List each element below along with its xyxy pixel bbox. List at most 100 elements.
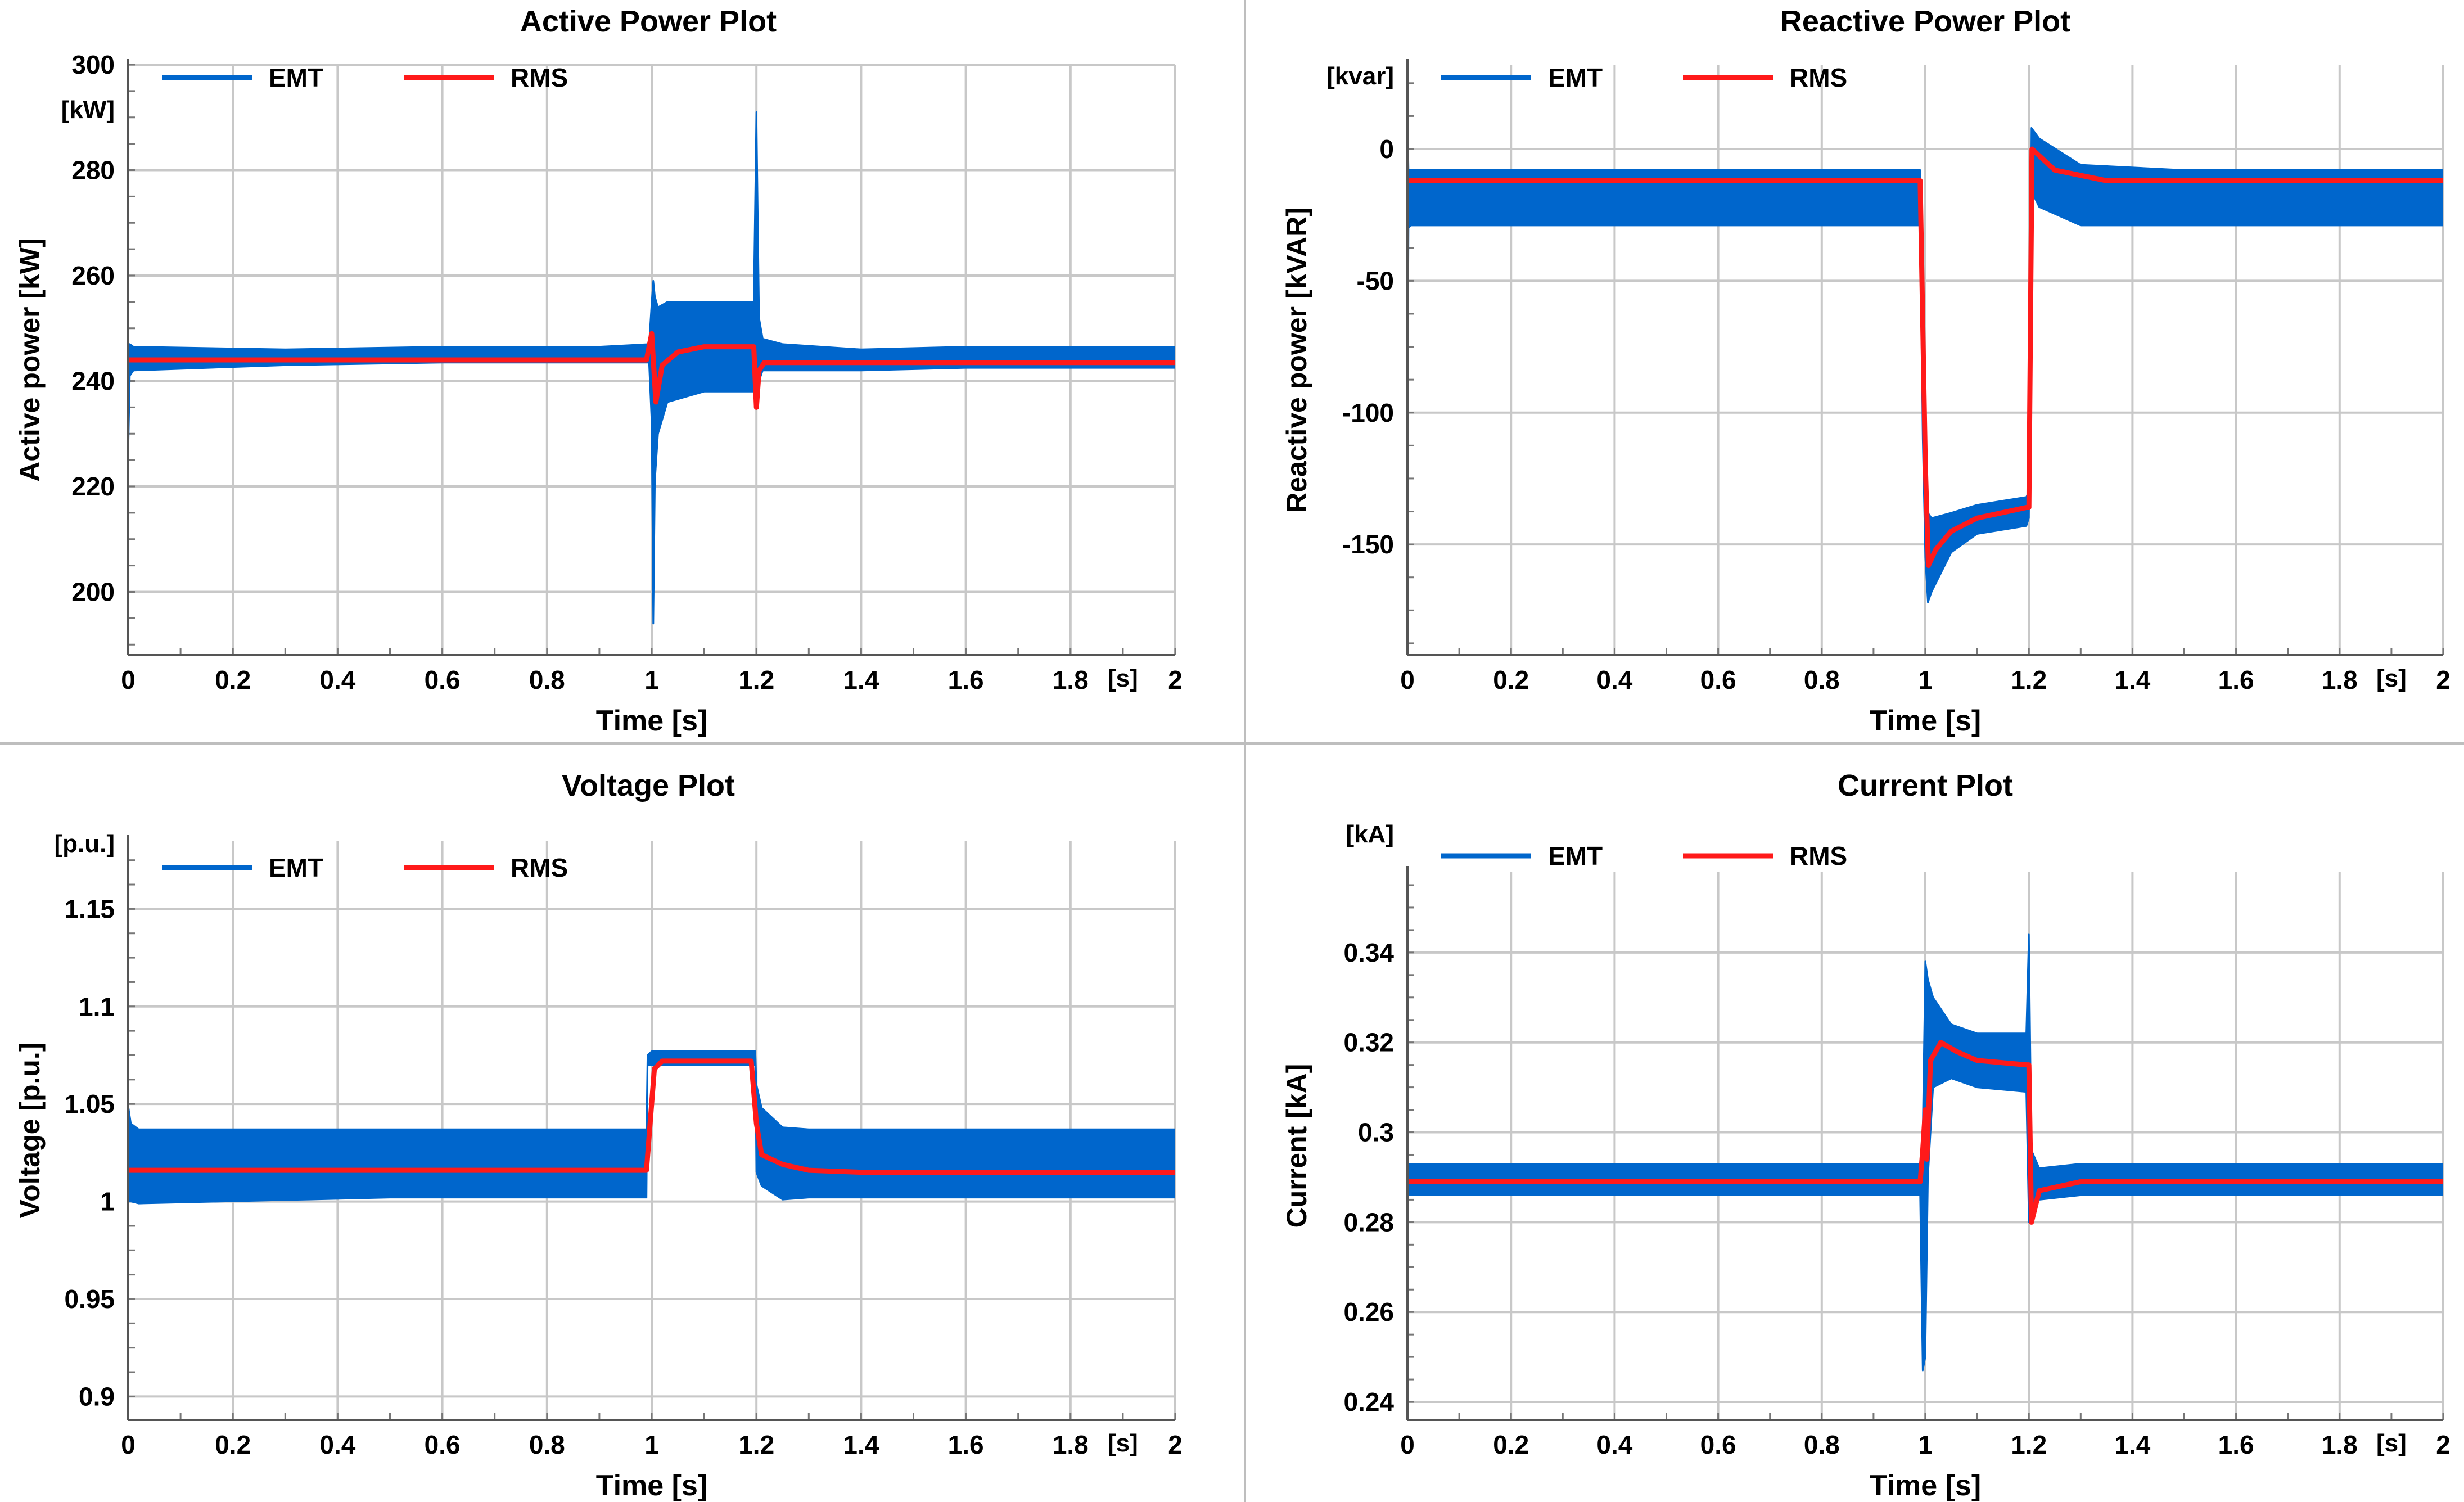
y-tick-label: -50	[1357, 266, 1394, 295]
legend-rms-label: RMS	[1790, 63, 1847, 92]
chart-panel-4: 0 0.2 0.4 0.6 0.8 1 1.2 1.4 1.6 1.8 2 [s] 0.24 0.26 0.…	[1281, 769, 2451, 1502]
y-axis-label: Voltage [p.u.]	[14, 1043, 46, 1219]
y-tick-label: 0.24	[1343, 1387, 1394, 1417]
x-unit-label: [s]	[1108, 665, 1138, 692]
x-tick-label: 1.6	[948, 1430, 984, 1459]
x-tick-label: 0.8	[529, 1430, 565, 1459]
x-tick-label: 1.8	[2322, 1430, 2358, 1459]
y-tick-label: 0.26	[1343, 1297, 1394, 1327]
y-tick-label: 240	[71, 367, 115, 396]
y-tick-label: 1.1	[79, 992, 115, 1021]
x-axis-label: Time [s]	[596, 1469, 707, 1502]
y-tick-label: 220	[71, 472, 115, 501]
x-tick-label: 1.6	[2218, 665, 2254, 694]
chart-panel-1: 0 0.2 0.4 0.6 0.8 1 1.2 1.4 1.6 1.8 2 [s] 200 220 240 2…	[14, 4, 1183, 737]
x-tick-label: 1.4	[843, 1430, 879, 1459]
y-tick-label: 1.05	[64, 1089, 115, 1118]
x-tick-label: 1.2	[738, 665, 774, 694]
y-tick-label: 0.95	[64, 1284, 115, 1314]
x-tick-label: 1.4	[843, 665, 879, 694]
x-tick-label: 1.2	[2011, 665, 2047, 694]
x-tick-label: 1.6	[2218, 1430, 2254, 1459]
x-tick-label: 0.2	[1493, 665, 1529, 694]
x-tick-label: 1	[644, 665, 659, 694]
x-tick-label: 0.8	[1804, 1430, 1840, 1459]
x-unit-label: [s]	[1108, 1429, 1138, 1457]
y-unit-label: [kA]	[1346, 820, 1394, 848]
chart-title: Active Power Plot	[520, 4, 777, 38]
series-rms-line	[128, 331, 1175, 410]
legend-emt-label: EMT	[1548, 841, 1603, 870]
x-tick-label: 0	[1400, 665, 1415, 694]
x-tick-label: 2	[1168, 1430, 1183, 1459]
legend: EMT RMS	[1441, 841, 1847, 870]
chart-title: Current Plot	[1838, 769, 2013, 802]
x-tick-label: 1.8	[2322, 665, 2358, 694]
y-axis-label: Reactive power [kVAR]	[1281, 207, 1312, 513]
series-emt-band	[128, 1050, 1175, 1205]
x-axis-label: Time [s]	[596, 705, 707, 737]
x-tick-label: 0.2	[215, 1430, 251, 1459]
x-tick-label: 0	[121, 665, 136, 694]
series-rms-line	[1407, 146, 2443, 569]
legend-emt-label: EMT	[269, 853, 323, 882]
y-tick-label: 0.3	[1358, 1118, 1394, 1147]
y-axis-label: Current [kA]	[1281, 1064, 1312, 1228]
y-tick-label: 300	[71, 50, 115, 79]
y-tick-label: -150	[1342, 530, 1394, 559]
y-unit-label: [kW]	[61, 96, 115, 124]
x-tick-label: 1.2	[738, 1430, 774, 1459]
legend-emt-label: EMT	[269, 63, 323, 92]
legend-rms-label: RMS	[1790, 841, 1847, 870]
x-tick-label: 0.4	[319, 1430, 355, 1459]
x-tick-label: 1.2	[2011, 1430, 2047, 1459]
y-tick-label: 1	[100, 1187, 115, 1216]
x-tick-label: 0.6	[425, 665, 461, 694]
legend: EMT RMS	[162, 853, 568, 882]
legend: EMT RMS	[1441, 63, 1847, 92]
y-unit-label: [kvar]	[1326, 62, 1394, 90]
x-tick-label: 0.2	[215, 665, 251, 694]
x-tick-label: 1.4	[2114, 1430, 2150, 1459]
chart-panel-2: 0 0.2 0.4 0.6 0.8 1 1.2 1.4 1.6 1.8 2 [s] -150 -100 -5…	[1281, 4, 2451, 737]
plot-data	[1407, 109, 2443, 603]
x-unit-label: [s]	[2376, 1429, 2407, 1457]
y-tick-label: 0.9	[79, 1382, 115, 1411]
plot-data	[1407, 933, 2443, 1372]
y-unit-label: [p.u.]	[54, 830, 115, 858]
x-tick-label: 1	[1918, 665, 1933, 694]
y-tick-label: 0.28	[1343, 1207, 1394, 1237]
legend-rms-label: RMS	[511, 853, 568, 882]
y-tick-label: 200	[71, 578, 115, 607]
y-tick-label: 0.34	[1343, 938, 1394, 967]
chart-title: Voltage Plot	[562, 769, 735, 802]
legend-rms-label: RMS	[511, 63, 568, 92]
y-tick-label: -100	[1342, 398, 1394, 427]
plot-data	[128, 111, 1175, 625]
y-tick-label: 1.15	[64, 894, 115, 923]
x-tick-label: 1.6	[948, 665, 984, 694]
x-tick-label: 0.8	[1804, 665, 1840, 694]
x-tick-label: 0	[121, 1430, 136, 1459]
y-tick-label: 260	[71, 261, 115, 290]
x-tick-label: 0.4	[1596, 1430, 1632, 1459]
x-tick-label: 2	[2436, 1430, 2451, 1459]
x-unit-label: [s]	[2376, 665, 2407, 692]
x-tick-label: 1	[644, 1430, 659, 1459]
chart-panel-3: 0 0.2 0.4 0.6 0.8 1 1.2 1.4 1.6 1.8 2 [s] 0.9 0.95 1 1.…	[14, 769, 1183, 1502]
x-tick-label: 1.8	[1053, 1430, 1089, 1459]
chart-title: Reactive Power Plot	[1780, 4, 2070, 38]
legend-emt-label: EMT	[1548, 63, 1603, 92]
plot-data	[128, 1050, 1175, 1205]
x-tick-label: 0.6	[1700, 665, 1736, 694]
x-axis-label: Time [s]	[1870, 1469, 1981, 1502]
x-tick-label: 0.4	[1596, 665, 1632, 694]
y-tick-label: 280	[71, 156, 115, 185]
y-tick-label: 0	[1379, 134, 1394, 164]
y-axis-label: Active power [kW]	[14, 238, 46, 481]
legend: EMT RMS	[162, 63, 568, 92]
x-tick-label: 0.4	[319, 665, 355, 694]
x-tick-label: 1.4	[2114, 665, 2150, 694]
series-rms-line	[128, 1058, 1175, 1175]
